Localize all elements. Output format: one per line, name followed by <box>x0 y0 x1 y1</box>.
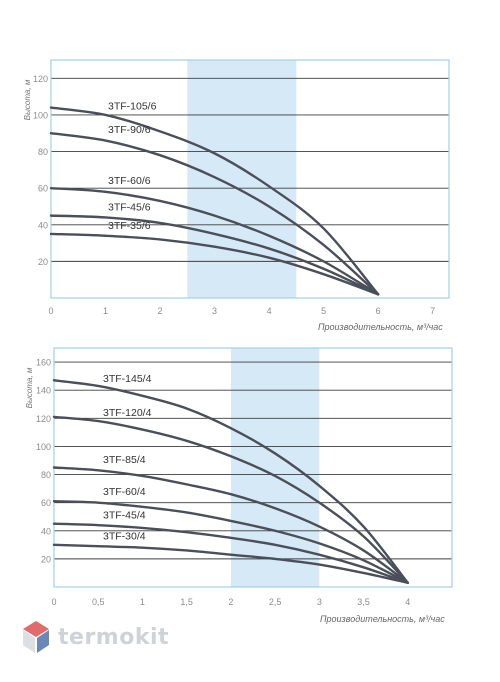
series-label: 3TF-120/4 <box>103 407 152 419</box>
series-label: 3TF-105/6 <box>108 101 157 113</box>
y-tick-label: 100 <box>33 110 48 120</box>
y-axis-label: Высота, м <box>25 367 34 408</box>
y-tick-label: 100 <box>36 442 51 452</box>
series-label: 3TF-145/4 <box>103 373 152 385</box>
x-tick-label: 3 <box>212 306 217 316</box>
y-tick-label: 120 <box>36 414 51 424</box>
x-axis-label: Производительность, м³/час <box>320 614 445 624</box>
x-tick-label: 4 <box>267 306 272 316</box>
highlight-band <box>230 348 320 587</box>
series-label: 3TF-90/6 <box>108 124 151 136</box>
chart-1: 20 40 60 80 100 120 0 1 2 3 4 5 6 7 Высота, м Производи… <box>23 59 450 332</box>
x-tick-label: 1,5 <box>180 597 193 607</box>
series-line-3TF-120/4 <box>52 415 409 584</box>
series-label: 3TF-30/4 <box>103 530 146 542</box>
y-tick-label: 40 <box>41 526 51 536</box>
y-tick-label: 40 <box>38 220 48 230</box>
y-tick-label: 20 <box>41 554 51 564</box>
series-line-3TF-35/6 <box>49 232 380 296</box>
y-tick-label: 120 <box>33 74 48 84</box>
y-tick-label: 60 <box>41 498 51 508</box>
series-line-3TF-45/4 <box>52 522 409 584</box>
y-tick-label: 80 <box>38 147 48 157</box>
x-tick-label: 0,5 <box>92 597 105 607</box>
plot-frame <box>50 59 450 299</box>
y-tick-label: 140 <box>36 386 51 396</box>
x-tick-label: 7 <box>430 306 435 316</box>
series-line-3TF-85/4 <box>52 466 409 584</box>
x-tick-label: 2,5 <box>269 597 282 607</box>
series-label: 3TF-85/4 <box>103 454 146 466</box>
series-label: 3TF-35/6 <box>108 220 151 232</box>
series-line-3TF-60/6 <box>49 186 380 296</box>
highlight-band <box>187 60 297 298</box>
series-label: 3TF-45/6 <box>108 202 151 214</box>
series-label: 3TF-60/6 <box>108 175 151 187</box>
y-axis-label: Высота, м <box>23 79 32 120</box>
chart-2: 20 40 60 80 100 120 140 160 0 0,5 1 1,5 2 2,5 3 3,5 4 Выс… <box>25 347 453 624</box>
series-label: 3TF-45/4 <box>103 509 146 521</box>
logo-text: termokit <box>58 624 170 650</box>
y-tick-label: 160 <box>36 358 51 368</box>
x-tick-label: 0 <box>51 597 56 607</box>
series-line-3TF-90/6 <box>49 132 380 296</box>
x-tick-label: 2 <box>158 306 163 316</box>
series-line-3TF-45/6 <box>49 214 380 296</box>
x-tick-label: 0 <box>48 306 53 316</box>
x-tick-label: 2 <box>228 597 233 607</box>
y-tick-label: 60 <box>38 184 48 194</box>
x-tick-label: 3,5 <box>357 597 370 607</box>
series-line-3TF-30/4 <box>52 543 409 584</box>
x-tick-label: 4 <box>405 597 410 607</box>
x-tick-label: 1 <box>140 597 145 607</box>
x-axis-label: Производительность, м³/час <box>318 322 443 332</box>
series-line-3TF-105/6 <box>49 106 380 296</box>
x-tick-label: 3 <box>317 597 322 607</box>
y-tick-label: 20 <box>38 257 48 267</box>
logo-cube-icon <box>23 621 49 653</box>
x-tick-label: 1 <box>103 306 108 316</box>
x-tick-label: 6 <box>376 306 381 316</box>
y-tick-label: 80 <box>41 470 51 480</box>
x-tick-label: 5 <box>321 306 326 316</box>
series-line-3TF-145/4 <box>52 379 409 584</box>
logo: termokit <box>22 620 169 654</box>
series-label: 3TF-60/4 <box>103 486 146 498</box>
series-line-3TF-60/4 <box>52 500 409 584</box>
